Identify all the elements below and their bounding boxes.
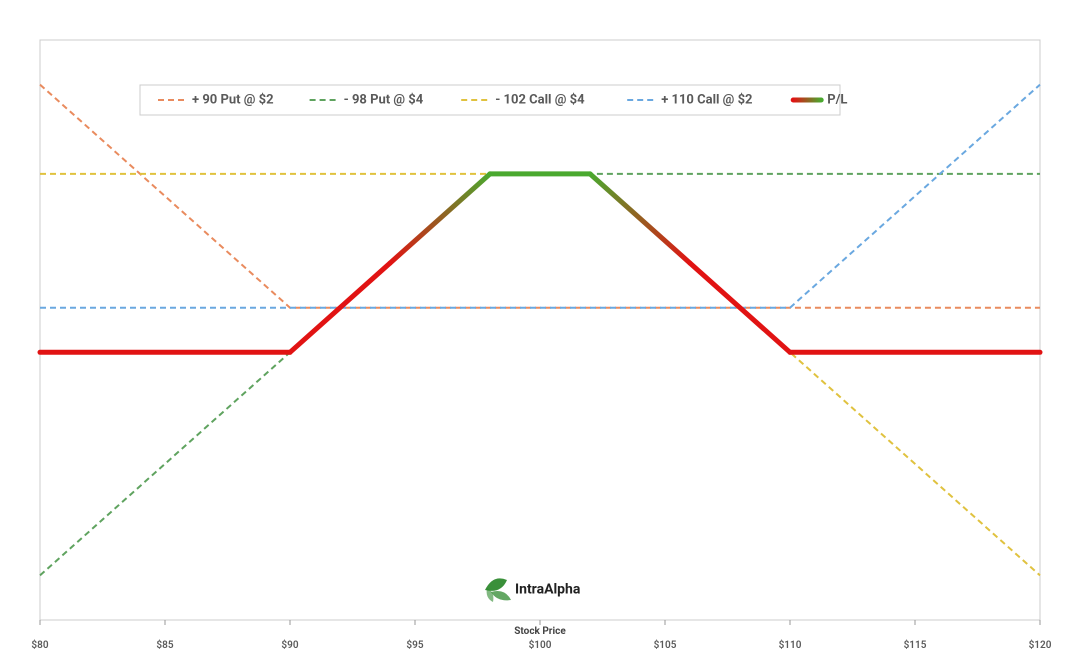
options-pl-chart: $80 $85 $90 $95 $100 $105 $110 $115 $120 Stock Pr… — [0, 0, 1080, 671]
x-tick-label: $110 — [779, 638, 802, 651]
x-tick-label: $85 — [156, 638, 173, 651]
x-tick-label: $100 — [529, 638, 552, 651]
legend-label: + 110 Call @ $2 — [661, 92, 752, 107]
x-tick-label: $120 — [1029, 638, 1052, 651]
legend-label: P/L — [827, 92, 847, 107]
logo-text: IntraAlpha — [515, 582, 581, 598]
chart-svg: $80 $85 $90 $95 $100 $105 $110 $115 $120 Stock Pr… — [0, 0, 1080, 671]
x-axis-title: Stock Price — [514, 626, 566, 637]
x-tick-label: $90 — [281, 638, 298, 651]
legend-label: - 102 Call @ $4 — [495, 92, 585, 107]
x-tick-label: $95 — [406, 638, 423, 651]
x-tick-label: $105 — [654, 638, 677, 651]
x-tick-label: $80 — [31, 638, 48, 651]
plot-area — [40, 40, 1040, 620]
legend-label: - 98 Put @ $4 — [344, 92, 424, 107]
legend-label: + 90 Put @ $2 — [192, 92, 274, 107]
x-tick-label: $115 — [904, 638, 927, 651]
